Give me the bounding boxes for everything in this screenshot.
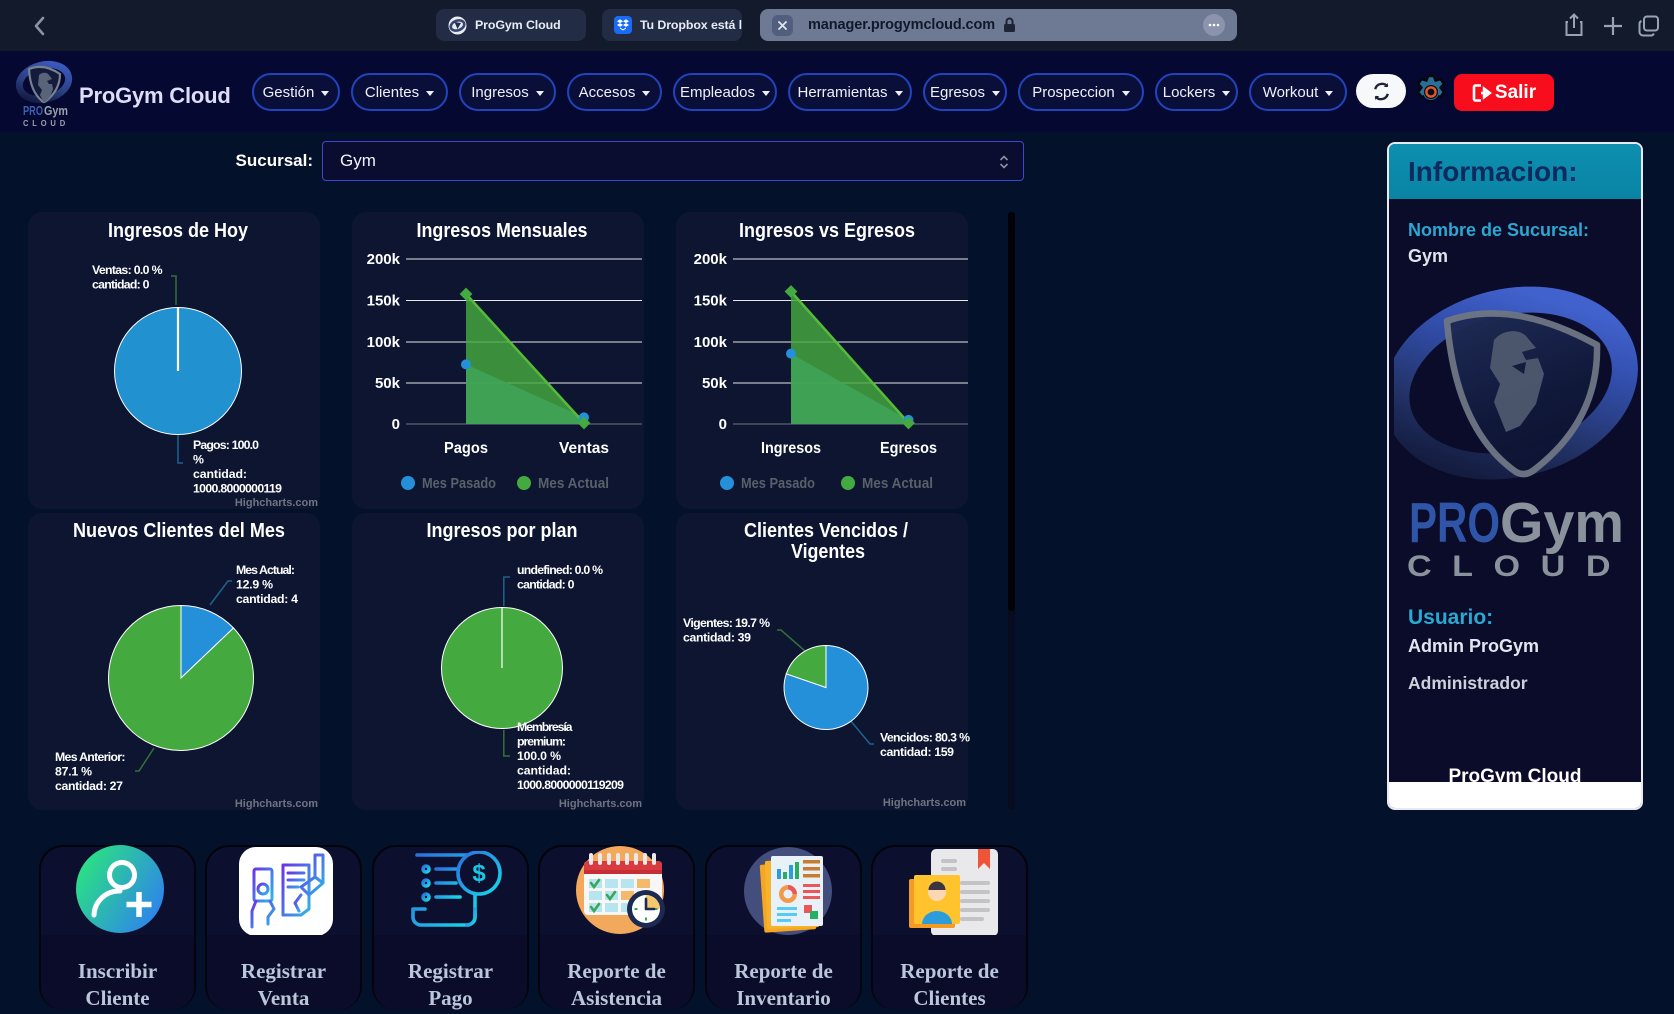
svg-text:Ventas: 0.0 %: Ventas: 0.0 %: [92, 263, 163, 277]
svg-text:200k: 200k: [367, 251, 401, 268]
svg-text:0: 0: [392, 416, 400, 433]
svg-text:Mes Pasado: Mes Pasado: [422, 476, 496, 492]
svg-text:%: %: [193, 453, 204, 467]
svg-text:Mes Actual: Mes Actual: [862, 476, 933, 492]
svg-text:Ingresos vs Egresos: Ingresos vs Egresos: [739, 220, 915, 242]
svg-text:PRO: PRO: [1409, 491, 1500, 555]
svg-text:Ventas: Ventas: [559, 440, 609, 457]
svg-text:1000.8000000119209: 1000.8000000119209: [517, 778, 624, 792]
svg-text:150k: 150k: [694, 293, 728, 310]
svg-text:Membresía: Membresía: [517, 720, 573, 734]
svg-text:Pagos: 100.0: Pagos: 100.0: [193, 438, 259, 452]
svg-text:Ingresos de Hoy: Ingresos de Hoy: [108, 220, 249, 242]
svg-text:50k: 50k: [702, 375, 728, 392]
svg-text:1000.8000000119: 1000.8000000119: [193, 482, 282, 496]
svg-text:Mes Pasado: Mes Pasado: [741, 476, 815, 492]
svg-text:cantidad:: cantidad:: [193, 467, 247, 481]
svg-text:Mes Anterior:: Mes Anterior:: [55, 750, 126, 764]
svg-text:Mes Actual: Mes Actual: [538, 476, 609, 492]
svg-text:Gym: Gym: [1500, 491, 1624, 555]
svg-text:Highcharts.com: Highcharts.com: [235, 497, 318, 509]
svg-text:150k: 150k: [367, 293, 401, 310]
svg-text:100.0 %: 100.0 %: [517, 749, 561, 763]
svg-text:Highcharts.com: Highcharts.com: [883, 797, 966, 809]
svg-text:Gym: Gym: [44, 104, 68, 118]
svg-text:CLOUD: CLOUD: [23, 118, 69, 128]
svg-text:200k: 200k: [694, 251, 728, 268]
svg-text:cantidad: 39: cantidad: 39: [683, 631, 751, 645]
svg-text:Vencidos: 80.3 %: Vencidos: 80.3 %: [880, 731, 970, 745]
svg-text:Vigentes: Vigentes: [791, 541, 865, 563]
svg-text:87.1 %: 87.1 %: [55, 765, 92, 779]
svg-text:cantidad: 4: cantidad: 4: [236, 592, 298, 606]
svg-text:cantidad: 159: cantidad: 159: [880, 745, 954, 759]
svg-text:premium:: premium:: [517, 735, 566, 749]
svg-text:50k: 50k: [375, 375, 401, 392]
svg-text:100k: 100k: [694, 334, 728, 351]
svg-text:Highcharts.com: Highcharts.com: [559, 798, 642, 810]
svg-text:cantidad: 0: cantidad: 0: [517, 578, 575, 592]
svg-text:Ingresos por plan: Ingresos por plan: [427, 520, 578, 542]
svg-text:Egresos: Egresos: [880, 440, 937, 457]
svg-text:Highcharts.com: Highcharts.com: [235, 798, 318, 810]
svg-text:Vigentes: 19.7 %: Vigentes: 19.7 %: [683, 616, 770, 630]
svg-text:cantidad:: cantidad:: [517, 764, 571, 778]
svg-text:cantidad: 27: cantidad: 27: [55, 779, 123, 793]
svg-text:$: $: [472, 860, 486, 887]
svg-text:Clientes Vencidos /: Clientes Vencidos /: [744, 520, 908, 542]
svg-text:CLOUD: CLOUD: [1407, 550, 1631, 583]
svg-text:100k: 100k: [367, 334, 401, 351]
svg-text:cantidad: 0: cantidad: 0: [92, 278, 150, 292]
svg-text:PRO: PRO: [23, 104, 43, 118]
svg-text:undefined: 0.0 %: undefined: 0.0 %: [517, 563, 603, 577]
svg-text:Ingresos: Ingresos: [761, 440, 821, 457]
svg-text:Pagos: Pagos: [444, 440, 488, 457]
svg-text:Ingresos Mensuales: Ingresos Mensuales: [417, 220, 588, 242]
svg-text:Mes Actual:: Mes Actual:: [236, 563, 295, 577]
svg-text:0: 0: [719, 416, 727, 433]
svg-text:Nuevos Clientes del Mes: Nuevos Clientes del Mes: [73, 520, 285, 542]
svg-text:12.9 %: 12.9 %: [236, 578, 273, 592]
